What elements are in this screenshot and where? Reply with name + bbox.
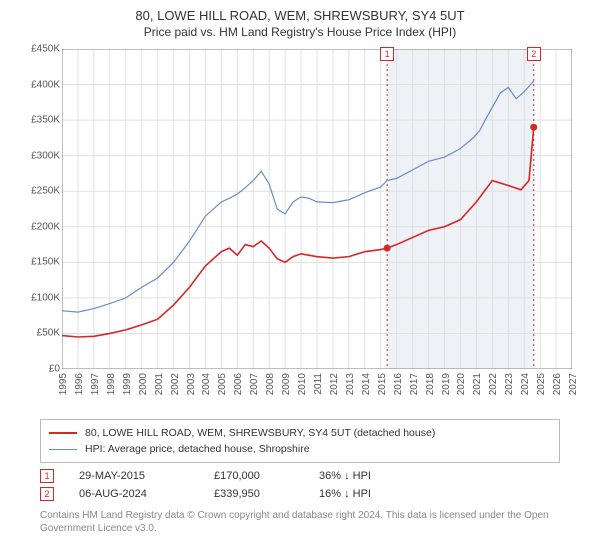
sale-date-1: 29-MAY-2015 [79, 470, 214, 482]
y-tick-label: £150K [20, 257, 60, 268]
sale-badge-2: 2 [40, 487, 54, 501]
sale-row-1: 1 29-MAY-2015 £170,000 36% ↓ HPI [40, 469, 560, 483]
chart-title: 80, LOWE HILL ROAD, WEM, SHREWSBURY, SY4… [10, 8, 590, 23]
legend-label-property: 80, LOWE HILL ROAD, WEM, SHREWSBURY, SY4… [85, 427, 435, 439]
legend-row-property: 80, LOWE HILL ROAD, WEM, SHREWSBURY, SY4… [49, 425, 551, 441]
sale-date-2: 06-AUG-2024 [79, 488, 214, 500]
x-tick-label: 2027 [568, 373, 600, 403]
plot-area [62, 49, 572, 369]
sale-row-2: 2 06-AUG-2024 £339,950 16% ↓ HPI [40, 487, 560, 501]
marker-badge-2: 2 [527, 47, 541, 61]
chart-subtitle: Price paid vs. HM Land Registry's House … [10, 25, 590, 39]
marker-badge-1: 1 [380, 47, 394, 61]
legend-swatch-property [49, 432, 77, 434]
y-tick-label: £100K [20, 292, 60, 303]
footnote: Contains HM Land Registry data © Crown c… [40, 509, 560, 535]
title-block: 80, LOWE HILL ROAD, WEM, SHREWSBURY, SY4… [10, 8, 590, 39]
plot-svg [62, 49, 572, 369]
y-tick-label: £250K [20, 186, 60, 197]
sale-badge-1: 1 [40, 469, 54, 483]
legend-row-hpi: HPI: Average price, detached house, Shro… [49, 441, 551, 457]
legend: 80, LOWE HILL ROAD, WEM, SHREWSBURY, SY4… [40, 419, 560, 463]
y-tick-label: £300K [20, 150, 60, 161]
y-tick-label: £400K [20, 79, 60, 90]
y-tick-label: £450K [20, 44, 60, 55]
sale-hpi-1: 36% ↓ HPI [319, 470, 429, 482]
sale-price-1: £170,000 [214, 470, 319, 482]
legend-label-hpi: HPI: Average price, detached house, Shro… [85, 443, 310, 455]
y-tick-label: £200K [20, 221, 60, 232]
y-tick-label: £350K [20, 115, 60, 126]
sale-hpi-2: 16% ↓ HPI [319, 488, 429, 500]
legend-swatch-hpi [49, 449, 77, 450]
y-tick-label: £0 [20, 364, 60, 375]
y-tick-label: £50K [20, 328, 60, 339]
chart-container: 80, LOWE HILL ROAD, WEM, SHREWSBURY, SY4… [0, 0, 600, 543]
chart-area: £0 £50K £100K £150K £200K £250K £300K £350K £400… [20, 45, 580, 415]
sale-price-2: £339,950 [214, 488, 319, 500]
